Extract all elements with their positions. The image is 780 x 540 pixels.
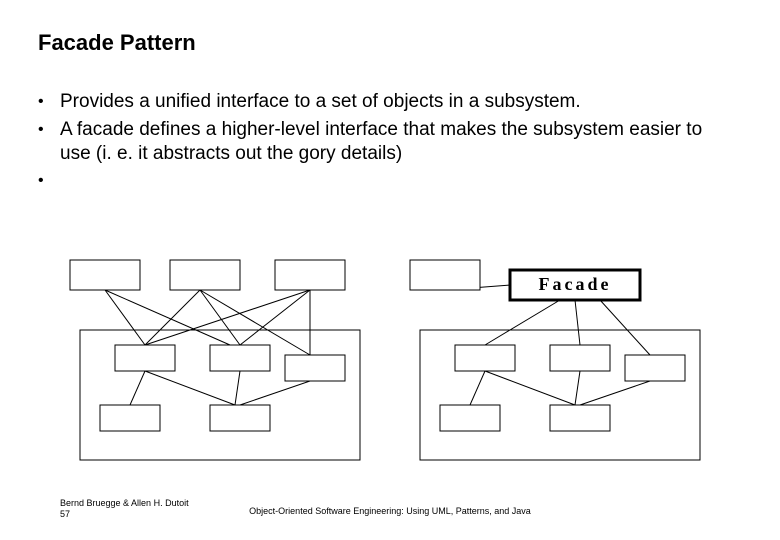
bullet-text: A facade defines a higher-level interfac… — [60, 118, 728, 166]
footer-book: Object-Oriented Software Engineering: Us… — [0, 506, 780, 516]
page-title: Facade Pattern — [38, 30, 196, 56]
svg-text:Facade: Facade — [539, 274, 612, 294]
facade-diagram: Facade — [60, 250, 720, 480]
bullet-list: • Provides a unified interface to a set … — [38, 90, 728, 195]
bullet-icon: • — [38, 90, 60, 114]
bullet-icon: • — [38, 118, 60, 166]
bullet-text — [60, 169, 728, 191]
list-item: • — [38, 169, 728, 191]
slide: Facade Pattern • Provides a unified inte… — [0, 0, 780, 540]
bullet-icon: • — [38, 169, 60, 191]
bullet-text: Provides a unified interface to a set of… — [60, 90, 728, 114]
list-item: • Provides a unified interface to a set … — [38, 90, 728, 114]
list-item: • A facade defines a higher-level interf… — [38, 118, 728, 166]
